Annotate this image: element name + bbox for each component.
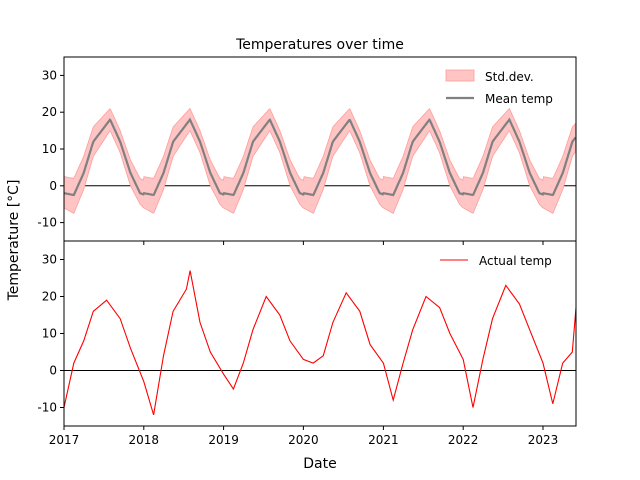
- y-tick-label: 20: [42, 105, 57, 119]
- legend-top: Std.dev. Mean temp: [445, 69, 553, 106]
- bottom-panel: -10 0 10 20 30 2017 2018 2019 2020 2021 2022 2023 Ac…: [37, 240, 577, 447]
- y-tick-label: 0: [49, 364, 57, 378]
- std-dev-band: [63, 107, 576, 214]
- x-tick-label: 2018: [129, 433, 160, 447]
- x-tick-label: 2019: [208, 433, 239, 447]
- y-tick-label: 0: [49, 179, 57, 193]
- chart-title: Temperatures over time: [235, 37, 404, 53]
- x-tick-label: 2023: [528, 433, 559, 447]
- y-tick-label: 20: [42, 290, 57, 304]
- y-axis-label: Temperature [°C]: [6, 180, 22, 302]
- x-axis-label: Date: [303, 456, 336, 472]
- x-tick-label: 2022: [448, 433, 479, 447]
- axes-frame-top: [63, 56, 577, 242]
- legend-label: Mean temp: [485, 92, 553, 106]
- x-tick-label: 2020: [288, 433, 319, 447]
- y-tick-label: -10: [37, 216, 57, 230]
- y-tick-label: 30: [42, 68, 57, 82]
- legend-swatch-std-dev: [445, 69, 475, 82]
- actual-temp-line: [63, 270, 577, 416]
- y-tick-label: 10: [42, 142, 57, 156]
- legend-bottom: Actual temp: [440, 254, 552, 268]
- legend-label: Std.dev.: [485, 70, 534, 84]
- y-tick-label: 10: [42, 327, 57, 341]
- y-tick-label: -10: [37, 401, 57, 415]
- x-tick-label: 2021: [368, 433, 399, 447]
- y-tick-label: 30: [42, 253, 57, 267]
- top-panel: -10 0 10 20 30 Std.dev. Mean temp: [37, 56, 577, 245]
- x-tick-label: 2017: [49, 433, 80, 447]
- mean-temp-line: [63, 117, 577, 197]
- legend-label: Actual temp: [479, 254, 552, 268]
- axes-frame-bottom: [63, 240, 577, 427]
